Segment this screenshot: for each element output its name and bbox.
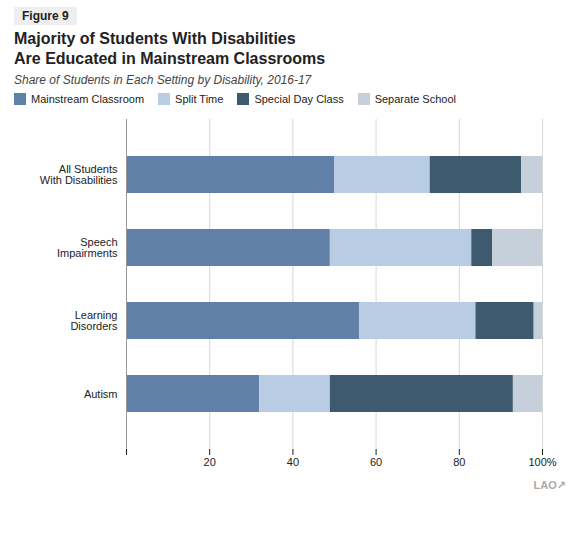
html-text:Separate School: Separate School bbox=[374, 93, 456, 105]
svg-text:80: 80 bbox=[453, 456, 465, 468]
svg-text:SpeechImpairments: SpeechImpairments bbox=[57, 236, 118, 259]
html-text:Special Day Class: Special Day Class bbox=[254, 93, 344, 105]
html-text:Majority of Students With Disa: Majority of Students With Disabilities A… bbox=[14, 30, 326, 67]
html-text:Share of Students in Each Sett: Share of Students in Each Setting by Dis… bbox=[14, 73, 312, 87]
html-text:LAO↗: LAO↗ bbox=[533, 479, 566, 491]
svg-text:20: 20 bbox=[204, 456, 216, 468]
svg-text:40: 40 bbox=[287, 456, 299, 468]
html-text:Mainstream Classroom: Mainstream Classroom bbox=[31, 93, 145, 105]
svg-text:100%: 100% bbox=[528, 456, 556, 468]
html-text:Split Time: Split Time bbox=[175, 93, 224, 105]
svg-text:All StudentsWith Disabilities: All StudentsWith Disabilities bbox=[40, 163, 118, 186]
svg-text:60: 60 bbox=[370, 456, 382, 468]
svg-text:LearningDisorders: LearningDisorders bbox=[70, 309, 118, 332]
svg-text:Autism: Autism bbox=[84, 388, 118, 400]
html-text:Figure 9: Figure 9 bbox=[22, 9, 69, 23]
